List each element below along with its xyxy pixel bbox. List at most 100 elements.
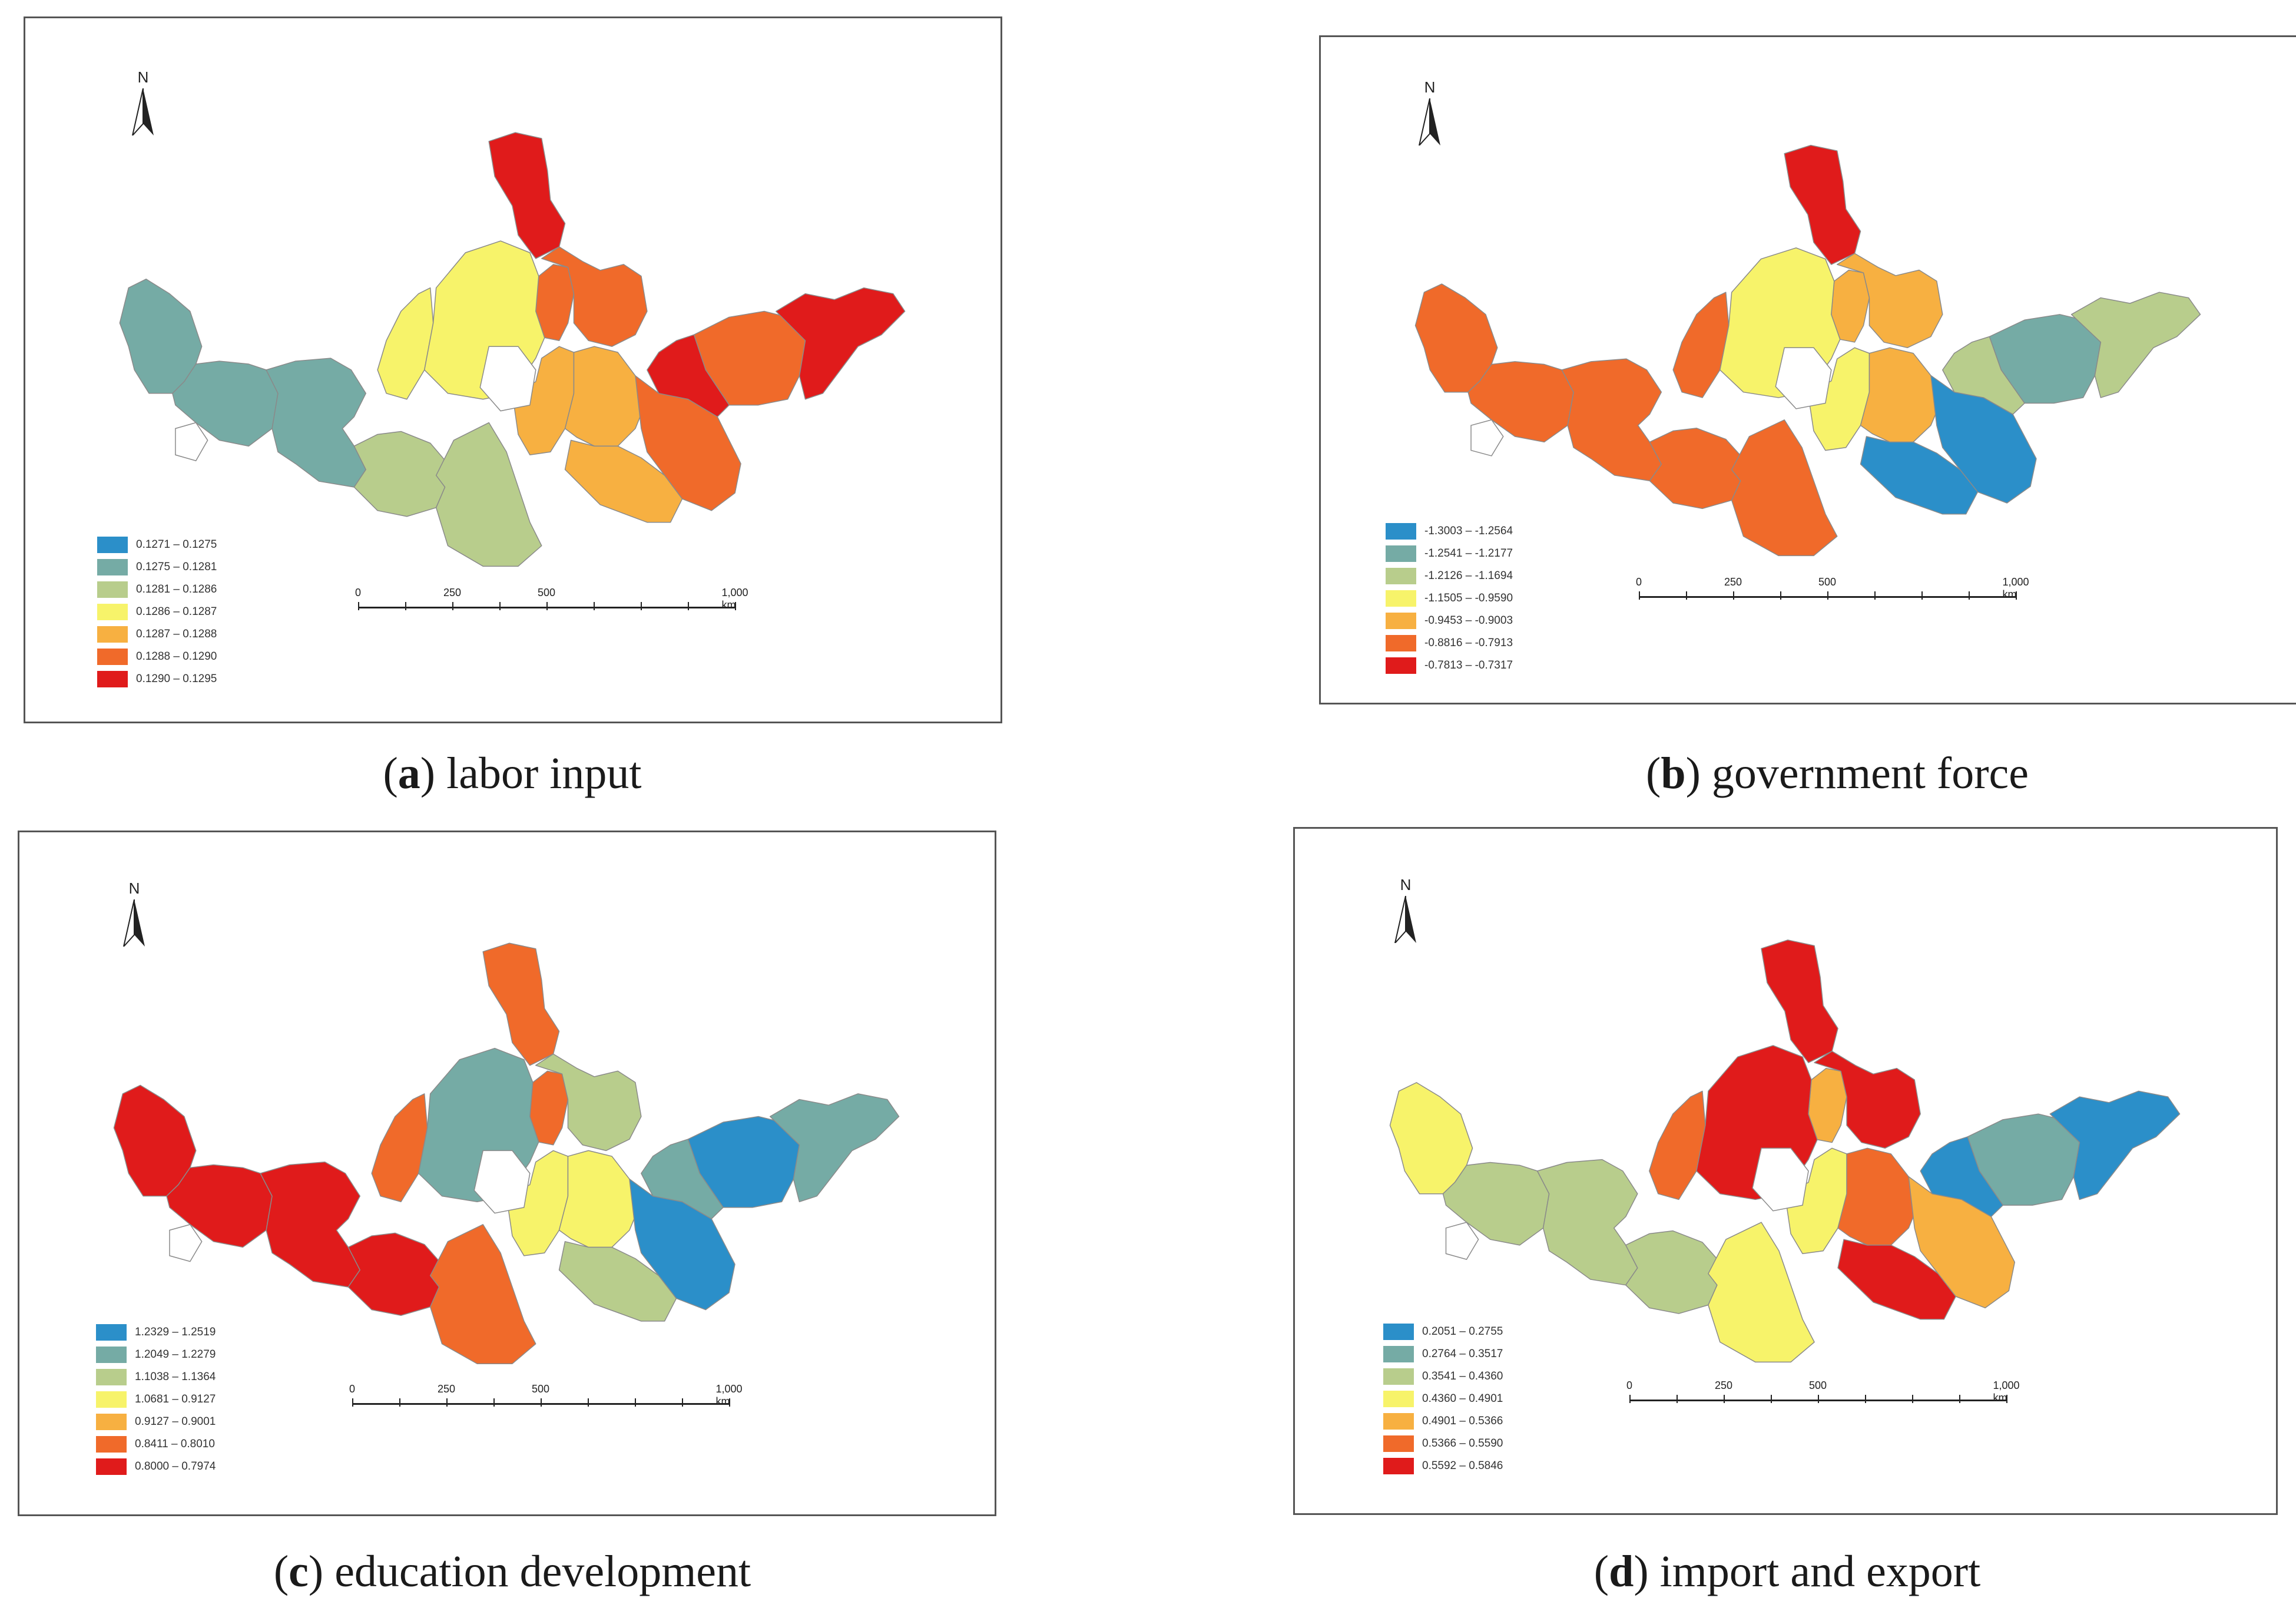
scale-bar-label: 500 [1818,576,1837,588]
scale-bar-label: 0 [1626,1379,1633,1391]
legend: 0.1271 – 0.1275 0.1275 – 0.1281 0.1281 – 0… [97,534,217,690]
scale-bar-tick [546,602,548,610]
map-region [1561,358,1662,482]
legend-item: 0.1271 – 0.1275 [97,534,217,556]
legend-swatch [1386,545,1416,562]
map-hole [1470,419,1504,456]
legend-item: 0.1281 – 0.1286 [97,578,217,601]
legend-swatch [1386,590,1416,607]
legend-label: 0.5592 – 0.5846 [1422,1460,1503,1472]
map-region [1837,1147,1921,1246]
map-hole [479,346,536,412]
legend-label: 0.1281 – 0.1286 [136,583,217,596]
north-arrow: N [1388,876,1423,947]
scale-bar-tick [635,1398,636,1407]
legend-swatch [1386,657,1416,674]
legend-item: -1.1505 – -0.9590 [1386,587,1513,610]
map-region [1672,292,1730,398]
map-hole [175,422,208,462]
map-region [1837,1239,1956,1320]
legend-label: 0.8411 – 0.8010 [135,1438,215,1450]
map-region [1814,1050,1921,1149]
scale-bar-tick [2016,591,2017,600]
map-region [558,1241,677,1322]
north-label: N [128,879,140,897]
scale-bar-label: 0 [349,1383,356,1395]
scale-bar-tick [452,602,453,610]
legend-label: 0.3541 – 0.4360 [1422,1370,1503,1382]
scale-bar-tick [493,1398,495,1407]
legend-item: 0.8000 – 0.7974 [96,1455,216,1478]
legend-label: -0.8816 – -0.7913 [1424,637,1513,649]
scale-bar-label: 500 [1808,1379,1827,1391]
legend-item: 0.8411 – 0.8010 [96,1433,216,1455]
legend-label: 0.9127 – 0.9001 [135,1415,216,1428]
legend: 1.2329 – 1.2519 1.2049 – 1.2279 1.1038 – 1… [96,1321,216,1478]
north-arrow: N [117,879,152,950]
legend-item: 1.0681 – 0.9127 [96,1388,216,1411]
map-region [2070,292,2201,398]
scale-bar-tick [1818,1395,1819,1403]
map-region [558,1150,642,1248]
legend-swatch [1386,613,1416,629]
map-region [1649,1090,1706,1200]
map-hole [1445,1222,1479,1260]
scale-bar-tick [588,1398,589,1407]
map-region [1649,428,1744,510]
north-label: N [1424,78,1436,96]
scale-bar-tick [1733,591,1734,600]
north-arrow: N [125,68,161,139]
scale-bar-tick [2006,1395,2007,1403]
legend-swatch [97,671,128,687]
map-region [1536,1159,1638,1286]
legend-item: 1.1038 – 1.1364 [96,1366,216,1388]
scale-bar: 0 250 500 1,000 km [349,1383,743,1418]
choropleth-map [1389,939,2181,1363]
map-region [488,132,566,259]
north-arrow-icon [1394,896,1416,943]
map-hole [169,1223,203,1262]
legend-item: 0.9127 – 0.9001 [96,1411,216,1433]
scale-bar: 0 250 500 1,000 km [355,587,748,622]
scale-bar-tick [729,1398,730,1407]
legend-swatch [96,1436,127,1453]
legend-label: 0.5366 – 0.5590 [1422,1437,1503,1450]
scale-bar-label: 0 [1635,576,1642,588]
map-region [1761,939,1838,1063]
map-region [429,1224,536,1364]
legend-swatch [1383,1458,1414,1474]
map-hole [1775,347,1832,409]
legend-swatch [96,1324,127,1341]
scale-bar-tick [1827,591,1828,600]
map-region [535,1053,642,1152]
legend-swatch [97,626,128,643]
scale-bar-label: 500 [537,587,556,598]
legend-swatch [1383,1435,1414,1452]
north-label: N [137,68,149,86]
legend-swatch [96,1458,127,1475]
map-region [347,1232,443,1316]
legend-label: 0.1275 – 0.1281 [136,561,217,573]
legend-label: 0.1271 – 0.1275 [136,538,217,551]
choropleth-map [113,942,900,1364]
map-panel-a: N 0.1271 – 0.1275 0.1275 – 0.1281 0.1281 –… [24,16,1002,723]
legend-item: -1.2541 – -1.2177 [1386,542,1513,565]
scale-bar-tick [1959,1395,1960,1403]
map-region [266,358,367,488]
legend-item: 0.1286 – 0.1287 [97,601,217,623]
map-region [541,246,648,347]
legend-swatch [1383,1368,1414,1385]
legend-swatch [1383,1413,1414,1430]
scale-bar-tick [1865,1395,1866,1403]
legend-swatch [1383,1346,1414,1362]
map-region [260,1161,361,1288]
legend-swatch [96,1369,127,1385]
scale-bar-tick [1912,1395,1913,1403]
map-region [435,422,542,567]
map-region [1625,1230,1721,1314]
legend-swatch [97,559,128,575]
map-region [1784,144,1861,265]
scale-bar-tick [1771,1395,1772,1403]
north-arrow-icon [1418,98,1440,145]
legend-label: 0.1290 – 0.1295 [136,673,217,685]
